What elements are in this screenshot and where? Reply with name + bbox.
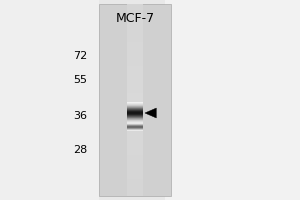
Bar [127,124,143,126]
Text: 28: 28 [73,145,87,155]
Bar [127,83,143,86]
Bar [127,45,143,47]
Bar [127,191,143,194]
Bar [127,141,143,143]
Bar [127,172,143,174]
Bar [127,52,143,54]
Bar [127,59,143,62]
Bar [127,42,143,45]
Bar [127,182,143,184]
Bar [127,179,143,182]
Bar [127,93,143,95]
Text: 72: 72 [73,51,87,61]
Bar [127,30,143,33]
Bar [127,160,143,162]
Bar [127,16,143,18]
Bar [127,18,143,21]
Bar [127,40,143,42]
Bar [127,136,143,138]
Bar [127,177,143,179]
Bar [127,71,143,74]
Bar [127,28,143,30]
Bar [127,131,143,134]
Bar [127,122,143,124]
Bar [127,54,143,57]
Bar [99,4,171,196]
Bar [127,148,143,150]
Bar [127,76,143,78]
Bar [165,0,300,200]
Bar [127,105,143,107]
Bar [127,47,143,50]
Bar [127,117,143,119]
Bar [127,138,143,141]
Bar [127,189,143,191]
Polygon shape [145,108,156,118]
Bar [127,114,143,117]
Bar [127,126,143,129]
Bar [127,110,143,112]
Bar [127,38,143,40]
Bar [127,155,143,158]
Bar [127,88,143,90]
Bar [127,62,143,64]
Bar [127,69,143,71]
Bar [127,74,143,76]
Text: 36: 36 [73,111,87,121]
Bar [127,66,143,69]
Bar [127,186,143,189]
Bar [127,6,143,9]
Bar [127,162,143,165]
Bar [127,134,143,136]
Bar [127,33,143,35]
Bar [127,64,143,66]
Bar [127,57,143,59]
Bar [127,81,143,83]
Bar [127,98,143,100]
Bar [127,146,143,148]
Bar [127,158,143,160]
Bar [127,119,143,122]
Bar [127,50,143,52]
Bar [0,0,99,200]
Bar [127,100,143,102]
Bar [127,95,143,98]
Bar [127,14,143,16]
Bar [127,153,143,155]
Bar [127,150,143,153]
Bar [127,35,143,38]
Text: 55: 55 [73,75,87,85]
Bar [127,102,143,105]
Bar [127,165,143,167]
Bar [127,11,143,14]
Bar [127,194,143,196]
Bar [127,23,143,26]
Bar [127,174,143,177]
Bar [127,4,143,6]
Text: MCF-7: MCF-7 [116,12,154,25]
Bar [127,112,143,114]
Bar [127,9,143,11]
Bar [127,21,143,23]
Bar [127,107,143,110]
Bar [127,78,143,81]
Bar [127,184,143,186]
Bar [127,129,143,131]
Bar [127,167,143,170]
Bar [127,90,143,93]
Bar [127,143,143,146]
Bar [127,26,143,28]
Bar [127,86,143,88]
Bar [127,170,143,172]
